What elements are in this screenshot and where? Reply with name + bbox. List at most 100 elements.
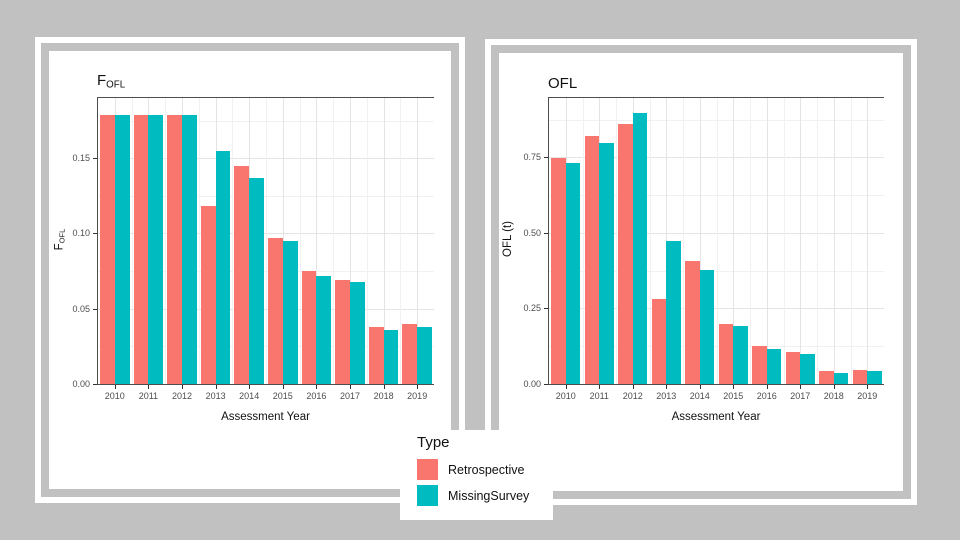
retrospective-color-swatch [417, 459, 438, 480]
x-tick-label: 2014 [689, 391, 710, 401]
bar-retrospective-2012 [167, 114, 182, 384]
gridline-major-v [350, 98, 351, 384]
gridline-minor-v [716, 98, 718, 384]
y-tick-mark [93, 308, 97, 310]
bar-retrospective-2019 [852, 369, 868, 384]
bar-retrospective-2014 [234, 165, 250, 384]
gridline-minor-v [582, 98, 584, 384]
bar-missingsurvey-2010 [114, 114, 130, 384]
bar-retrospective-2010 [100, 114, 115, 384]
x-tick-mark [599, 385, 601, 389]
bar-missingsurvey-2019 [417, 326, 432, 384]
bar-missingsurvey-2012 [632, 113, 648, 384]
y-tick-mark [544, 308, 548, 310]
x-tick-label: 2019 [857, 391, 878, 401]
gridline-major-v [316, 98, 318, 384]
gridline-minor-v [266, 98, 267, 384]
gridline-minor-v [366, 98, 368, 384]
y-tick-mark [93, 158, 97, 160]
x-tick-label: 2015 [272, 391, 293, 401]
legend-label-retrospective: Retrospective [448, 462, 525, 477]
bar-retrospective-2015 [718, 323, 734, 384]
x-tick-label: 2018 [823, 391, 844, 401]
gridline-minor-v [299, 98, 301, 384]
bar-missingsurvey-2013 [666, 240, 681, 384]
x-tick-mark [833, 385, 835, 389]
x-tick-label: 2012 [171, 391, 193, 401]
bar-missingsurvey-2018 [383, 329, 399, 384]
y-tick-label: 0.10 [72, 228, 90, 239]
y-tick-label: 0.05 [72, 303, 90, 314]
bar-missingsurvey-2011 [148, 114, 164, 384]
bar-missingsurvey-2015 [282, 241, 298, 384]
bar-retrospective-2014 [685, 260, 700, 384]
chart-title: FOFL [97, 72, 125, 91]
y-tick-mark [93, 233, 97, 235]
bar-missingsurvey-2012 [182, 114, 197, 384]
y-tick-label: 0.25 [523, 303, 541, 314]
gridline-minor-v [783, 98, 785, 384]
bar-missingsurvey-2016 [316, 275, 332, 384]
gridline-minor-v [750, 98, 751, 384]
bar-retrospective-2018 [819, 370, 834, 384]
x-tick-mark [800, 385, 802, 389]
bar-missingsurvey-2010 [565, 163, 581, 384]
left-chart-frame: FOFL 2010 2011 2012 2013 2014 2015 2016 2017 2018… [35, 37, 465, 503]
gridline-minor-v [400, 98, 402, 384]
x-tick-mark [867, 385, 869, 389]
label-subscript: OFL [57, 228, 67, 244]
gridline-major-v [699, 98, 701, 384]
y-axis-title: OFL (t) [502, 179, 514, 299]
x-axis-title: Assessment Year [671, 411, 761, 423]
bar-retrospective-2019 [402, 323, 418, 384]
x-tick-label: 2017 [790, 391, 811, 401]
bar-retrospective-2013 [651, 299, 667, 384]
plot-panel [97, 97, 434, 385]
legend-item-retrospective: Retrospective [417, 459, 553, 480]
x-tick-mark [632, 385, 634, 389]
gridline-minor-v [333, 98, 335, 384]
bar-retrospective-2010 [551, 158, 566, 384]
y-tick-label: 0.15 [72, 153, 90, 164]
gridline-minor-v [817, 98, 818, 384]
bar-missingsurvey-2018 [833, 373, 849, 384]
bar-retrospective-2011 [584, 135, 600, 384]
x-tick-label: 2010 [555, 391, 576, 401]
x-tick-mark [766, 385, 768, 389]
gridline-minor-v [131, 98, 133, 384]
gridline-minor-v [616, 98, 617, 384]
x-tick-label: 2018 [373, 391, 394, 401]
gridline-major-v [383, 98, 385, 384]
plot-panel [548, 97, 884, 385]
x-tick-mark [182, 385, 183, 389]
bar-retrospective-2017 [335, 280, 350, 384]
y-tick-label: 0.50 [523, 227, 541, 238]
bar-retrospective-2011 [133, 114, 149, 384]
y-tick-label: 0.00 [72, 379, 90, 389]
gridline-minor-v [165, 98, 167, 384]
x-tick-label: 2012 [622, 391, 643, 401]
bar-retrospective-2018 [368, 326, 384, 384]
bar-retrospective-2012 [618, 123, 633, 384]
x-tick-label: 2011 [589, 391, 609, 401]
x-tick-label: 2013 [205, 391, 226, 401]
x-tick-mark [316, 385, 318, 389]
x-tick-mark [666, 385, 668, 389]
bar-missingsurvey-2013 [215, 150, 231, 384]
gridline-major-v [733, 98, 735, 384]
bar-retrospective-2013 [200, 206, 216, 384]
legend-title: Type [417, 434, 450, 451]
x-tick-label: 2015 [723, 391, 744, 401]
x-tick-label: 2019 [407, 391, 428, 401]
gridline-major-v [766, 98, 768, 384]
x-tick-mark [148, 385, 150, 389]
gridline-minor-v [198, 98, 200, 384]
x-tick-mark [350, 385, 351, 389]
gridline-major-v [417, 98, 419, 384]
bar-missingsurvey-2014 [699, 270, 715, 384]
missingsurvey-color-swatch [417, 485, 438, 506]
label-main: F [53, 243, 66, 251]
bar-missingsurvey-2019 [867, 371, 882, 384]
label-main: OFL [548, 75, 578, 92]
